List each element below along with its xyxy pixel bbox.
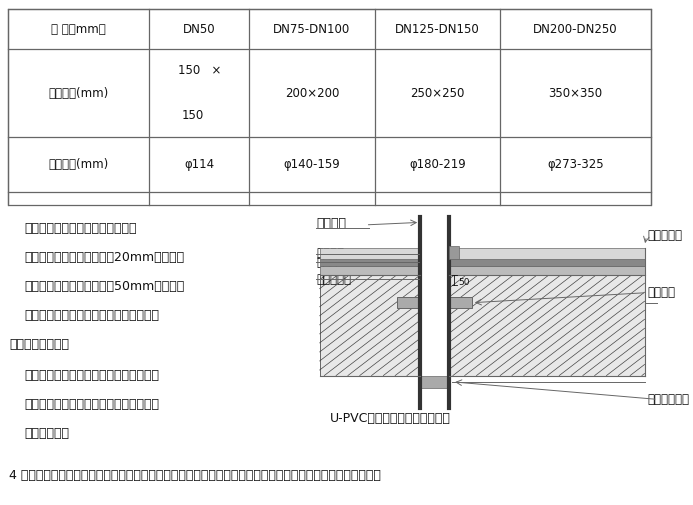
- Text: 150   ×: 150 ×: [177, 64, 221, 77]
- Text: 混凝土楼板: 混凝土楼板: [317, 273, 351, 286]
- Text: DN125-DN150: DN125-DN150: [395, 23, 480, 35]
- Bar: [319, 275, 420, 376]
- Text: φ273-325: φ273-325: [547, 158, 604, 171]
- Bar: [449, 246, 459, 259]
- Text: 理，如右图所示：: 理，如右图所示：: [9, 338, 69, 351]
- Text: 250×250: 250×250: [410, 86, 464, 99]
- Text: 200×200: 200×200: [285, 86, 339, 99]
- Text: 建筑密封膏: 建筑密封膏: [648, 229, 683, 242]
- Text: φ140-159: φ140-159: [283, 158, 340, 171]
- Bar: [449, 248, 644, 259]
- Bar: [449, 297, 472, 308]
- Bar: [8, 9, 651, 205]
- Text: 保温管道应按保温管道外径考虑。: 保温管道应按保温管道外径考虑。: [24, 222, 137, 235]
- Text: φ180-219: φ180-219: [409, 158, 466, 171]
- Text: 钢制套管: 钢制套管: [317, 217, 346, 230]
- Text: 留洞尺寸(mm): 留洞尺寸(mm): [49, 86, 109, 99]
- Text: 止水翼环: 止水翼环: [648, 286, 676, 299]
- Bar: [449, 266, 644, 275]
- Bar: [420, 376, 449, 388]
- Text: 防水套管(mm): 防水套管(mm): [49, 158, 109, 171]
- Text: 告知土建须进行机械或手工打孔，并对孔: 告知土建须进行机械或手工打孔，并对孔: [24, 398, 159, 411]
- Text: 分与墙饰面相平。穿防水楼面应做防水处: 分与墙饰面相平。穿防水楼面应做防水处: [24, 309, 159, 322]
- Text: 当预留孔洞不能适应工程安装需要时，应: 当预留孔洞不能适应工程安装需要时，应: [24, 369, 159, 382]
- Text: 穿楼板套管上端应高出地面50mm，过墙部: 穿楼板套管上端应高出地面50mm，过墙部: [24, 280, 184, 293]
- Text: DN200-DN250: DN200-DN250: [533, 23, 618, 35]
- Bar: [319, 259, 420, 266]
- Text: DN75-DN100: DN75-DN100: [273, 23, 351, 35]
- Bar: [397, 297, 420, 308]
- Text: 穿楼板套管上端应高出地面20mm，卫生间: 穿楼板套管上端应高出地面20mm，卫生间: [24, 251, 184, 264]
- Text: 50: 50: [458, 278, 470, 287]
- Text: DN50: DN50: [183, 23, 216, 35]
- Bar: [319, 248, 420, 259]
- Text: φ114: φ114: [184, 158, 214, 171]
- Text: 沥青油膏嵌缝: 沥青油膏嵌缝: [648, 393, 690, 406]
- Text: 150: 150: [182, 109, 204, 122]
- Text: 管 径（mm）: 管 径（mm）: [51, 23, 106, 35]
- Text: 350×350: 350×350: [548, 86, 603, 99]
- Bar: [449, 275, 644, 376]
- Text: 洞进行处理。: 洞进行处理。: [24, 427, 69, 440]
- Text: 楼板面层: 楼板面层: [317, 247, 344, 260]
- Text: 4 刚性套管安装：主体结构钢筋绑扎好后，按照给排水施工图标高几何尺寸找准位置，然后将套管置于钢筋中，: 4 刚性套管安装：主体结构钢筋绑扎好后，按照给排水施工图标高几何尺寸找准位置，然…: [9, 470, 381, 482]
- Text: U-PVC管穿防水楼面套管安装图: U-PVC管穿防水楼面套管安装图: [330, 412, 450, 425]
- Bar: [319, 266, 420, 275]
- Bar: [449, 259, 644, 266]
- Text: 防水层: 防水层: [317, 256, 337, 269]
